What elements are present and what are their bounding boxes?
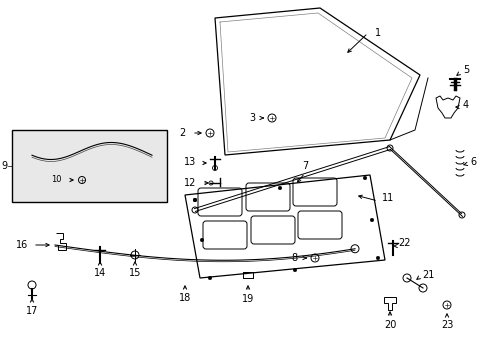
Circle shape (369, 218, 373, 222)
Text: 1: 1 (374, 28, 380, 38)
Text: 18: 18 (179, 293, 191, 303)
Text: 22: 22 (397, 238, 409, 248)
Text: 3: 3 (248, 113, 254, 123)
Text: 2: 2 (180, 128, 185, 138)
Text: 23: 23 (440, 320, 452, 330)
Text: 8: 8 (291, 253, 297, 263)
Text: 10: 10 (51, 175, 62, 184)
Text: 17: 17 (26, 306, 38, 316)
Circle shape (278, 186, 281, 190)
Text: 6: 6 (469, 157, 475, 167)
Circle shape (200, 238, 203, 242)
Text: 12: 12 (183, 178, 196, 188)
Circle shape (208, 276, 211, 280)
Circle shape (375, 256, 379, 260)
Text: 13: 13 (183, 157, 196, 167)
Bar (12, 130, 167, 202)
Text: 4: 4 (462, 100, 468, 110)
Text: 16: 16 (16, 240, 28, 250)
Text: 20: 20 (383, 320, 395, 330)
Circle shape (193, 198, 196, 202)
Text: 5: 5 (462, 65, 468, 75)
Text: 7: 7 (301, 161, 307, 171)
Circle shape (193, 198, 196, 202)
Text: 14: 14 (94, 268, 106, 278)
Text: 21: 21 (421, 270, 433, 280)
Text: 9: 9 (2, 161, 8, 171)
Text: 15: 15 (128, 268, 141, 278)
Circle shape (363, 176, 366, 180)
Circle shape (293, 268, 296, 272)
Text: 11: 11 (381, 193, 393, 203)
Text: 19: 19 (242, 294, 254, 304)
